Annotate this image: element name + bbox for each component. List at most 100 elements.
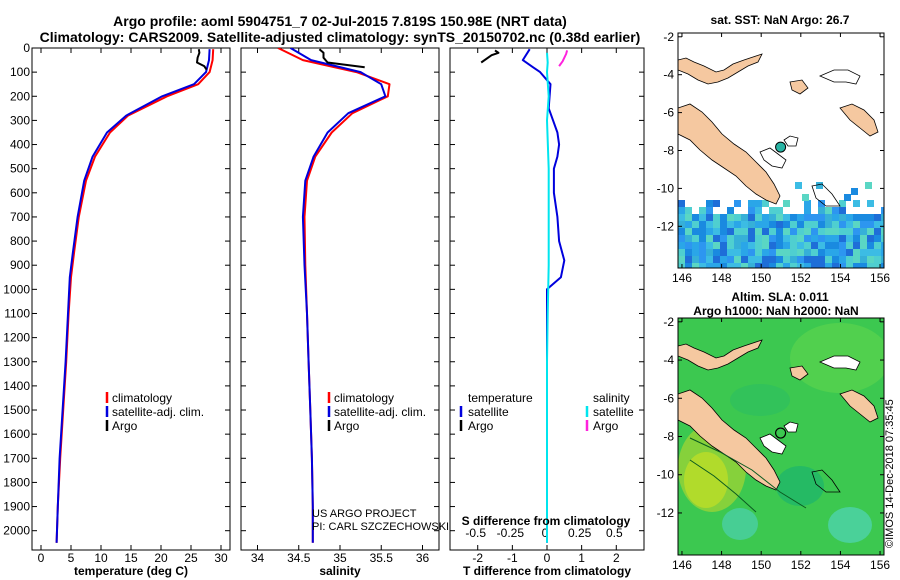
x-tick-label: 35.5 [370,551,394,565]
legend-t-argo: Argo [468,419,494,433]
sst-cell [802,194,809,201]
sst-cell [720,249,727,256]
sst-cell [762,228,769,235]
sst-cell [816,182,823,189]
islet-north [789,365,809,381]
sst-cell [783,228,790,235]
sst-cell [811,242,818,249]
sst-cell [734,242,741,249]
sst-cell [797,228,804,235]
sst-cell [825,228,832,235]
sst-cell [853,200,860,207]
sst-cell [860,263,867,268]
sst-cell [860,235,867,242]
sst-cell [846,256,853,263]
credit-pi: PI: CARL SZCZECHOWSKI [312,521,449,533]
sst-cell [720,235,727,242]
louisiade-coast [811,469,841,493]
legend-s-satellite: satellite [593,405,634,419]
sst-cell [839,200,846,207]
sst-cell [685,263,692,268]
x-tick-label: 1 [578,551,585,565]
sst-cell [734,249,741,256]
sst-cell [804,249,811,256]
series-line-t-argo [480,49,500,64]
sst-cell [685,249,692,256]
map-x-tick-label: 148 [712,558,732,572]
legend-satellite: satellite-adj. clim. [334,405,426,419]
sst-grid [678,182,884,268]
sst-cell [867,214,874,221]
sst-cell [755,242,762,249]
sla-anomaly-patch [776,466,824,506]
y-tick-label: 1300 [3,355,30,369]
sst-cell [748,221,755,228]
sla-anomaly-patch [828,507,872,543]
sst-cell [818,235,825,242]
salinity-series [277,48,391,543]
sst-cell [713,256,720,263]
legend-s-argo: Argo [593,419,619,433]
sst-cell [790,214,797,221]
sst-cell [699,214,706,221]
sst-cell [755,235,762,242]
sst-cell [762,256,769,263]
d-entrecasteaux-islands [759,147,787,169]
sst-cell [825,207,832,214]
sst-cell [713,228,720,235]
axis-ticks: 0 5 10 15 20 25 300100200300400500600700800900… [3,41,644,565]
sst-cell [790,256,797,263]
sst-cell [734,256,741,263]
bougainville-island [839,103,879,137]
sst-cell [818,200,825,207]
sst-cell [727,228,734,235]
x-tick-label: 0 [544,551,551,565]
x-tick-label: 20 [154,551,168,565]
argo-float-marker [775,141,787,153]
sst-cell [720,263,727,268]
y-tick-label: 1500 [3,403,30,417]
sst-cell [832,221,839,228]
sst-cell [825,242,832,249]
sst-cell [839,249,846,256]
sst-cell [762,235,769,242]
sst-cell [881,242,884,249]
sst-cell [846,249,853,256]
sst-cell [748,200,755,207]
difference-legend: temperature satellite Argo salinity sate… [459,391,634,433]
sst-cell [881,214,884,221]
islet-north [789,79,809,95]
sst-cell [685,221,692,228]
sst-cell [692,256,699,263]
sst-cell [748,249,755,256]
map1-ticks: 146 148 150 152 154 156 -2 -4 -6 -8 -10 -12 [657,30,891,285]
sst-cell [881,207,884,214]
difference-xlabel-top: S difference from climatology [462,514,631,528]
sst-cell [867,242,874,249]
sst-cell [832,256,839,263]
legend-climatology: climatology [112,391,172,405]
sst-cell [755,249,762,256]
sst-cell [867,235,874,242]
sst-cell [699,242,706,249]
sst-cell [678,242,685,249]
map-y-tick-label: -8 [663,144,674,158]
sst-cell [699,263,706,268]
sst-cell [783,242,790,249]
map-x-tick-label: 146 [672,271,692,285]
map-x-tick-label: 148 [712,271,732,285]
sst-cell [769,235,776,242]
sst-cell [853,263,860,268]
sst-cell [853,221,860,228]
sst-cell [720,221,727,228]
sst-cell [846,242,853,249]
sst-cell [790,235,797,242]
sst-cell [832,207,839,214]
sst-cell [727,249,734,256]
trobriand-islands [783,421,799,433]
sst-cell [783,235,790,242]
sst-cell [755,207,762,214]
y-tick-label: 1100 [4,306,30,320]
sst-cell [844,194,851,201]
sst-cell [692,242,699,249]
